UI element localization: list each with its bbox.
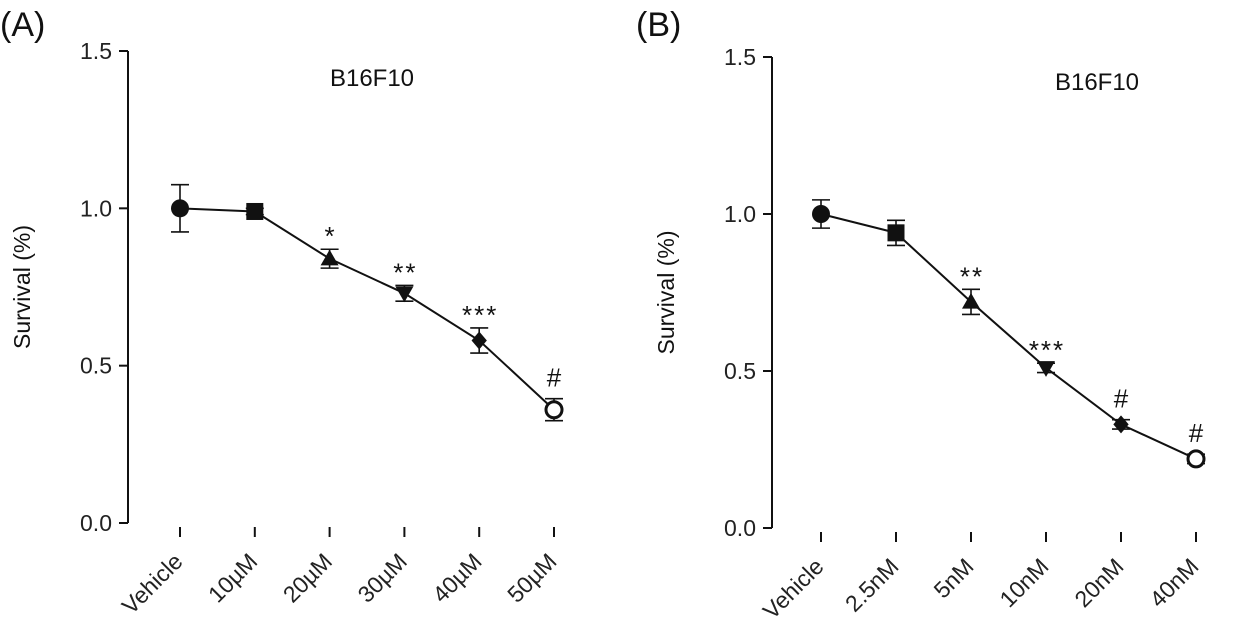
x-tick-label: 10nM — [994, 553, 1053, 612]
significance-label: ** — [960, 261, 984, 291]
x-tick-label: 30µM — [353, 548, 412, 607]
y-tick-label: 1.5 — [724, 44, 756, 70]
x-tick-label: Vehicle — [117, 548, 188, 619]
significance-label: # — [1189, 418, 1205, 448]
x-tick-label: 40µM — [427, 548, 486, 607]
series-line — [820, 213, 1197, 460]
panel-label: (A) — [0, 6, 45, 44]
significance-label: ** — [393, 257, 417, 287]
data-point-5 — [1186, 449, 1206, 469]
data-point-2 — [320, 249, 339, 266]
y-tick-label: 1.0 — [80, 195, 112, 221]
data-point-3 — [395, 286, 414, 303]
chart-title: B16F10 — [1055, 69, 1139, 96]
x-tick-label: 40nM — [1144, 553, 1203, 612]
significance-label: *** — [1029, 335, 1065, 365]
data-point-0 — [171, 199, 189, 218]
data-point-1 — [887, 224, 905, 242]
data-point-5 — [544, 400, 564, 420]
panel-label: (B) — [636, 6, 681, 44]
y-tick-label: 0.5 — [80, 353, 112, 379]
y-tick-label: 0.0 — [724, 515, 756, 541]
x-tick-label: Vehicle — [758, 553, 829, 624]
chart-title: B16F10 — [330, 65, 414, 92]
data-point-1 — [246, 202, 264, 220]
x-tick-label: 5nM — [929, 553, 979, 603]
y-tick-label: 0.5 — [724, 358, 756, 384]
x-tick-label: 50µM — [502, 548, 561, 607]
y-tick-label: 0.0 — [80, 510, 112, 536]
significance-label: # — [1114, 384, 1130, 414]
x-tick-label: 20µM — [278, 548, 337, 607]
significance-label: * — [325, 221, 337, 251]
x-tick-label: 20nM — [1069, 553, 1128, 612]
series-line — [179, 207, 555, 411]
significance-label: # — [547, 363, 563, 393]
data-point-0 — [812, 205, 830, 223]
data-point-4 — [1113, 415, 1129, 434]
data-point-3 — [1037, 361, 1055, 377]
data-point-2 — [962, 292, 980, 309]
significance-label: *** — [462, 300, 498, 330]
y-axis-label: Survival (%) — [653, 231, 679, 355]
y-axis-label: Survival (%) — [9, 225, 35, 349]
x-tick-label: 2.5nM — [840, 553, 904, 617]
data-point-4 — [471, 331, 487, 350]
x-tick-label: 10µM — [203, 548, 262, 607]
y-tick-label: 1.5 — [80, 38, 112, 64]
chart-panel-b: (B) B16F10 0.0 0.5 1.0 1.5 Survival (%) Vehicle… — [636, 6, 1206, 624]
y-tick-label: 1.0 — [724, 201, 756, 227]
chart-panel-a: (A) B16F10 0.0 0.5 1.0 1.5 Survival (%) Vehicle… — [0, 6, 564, 619]
